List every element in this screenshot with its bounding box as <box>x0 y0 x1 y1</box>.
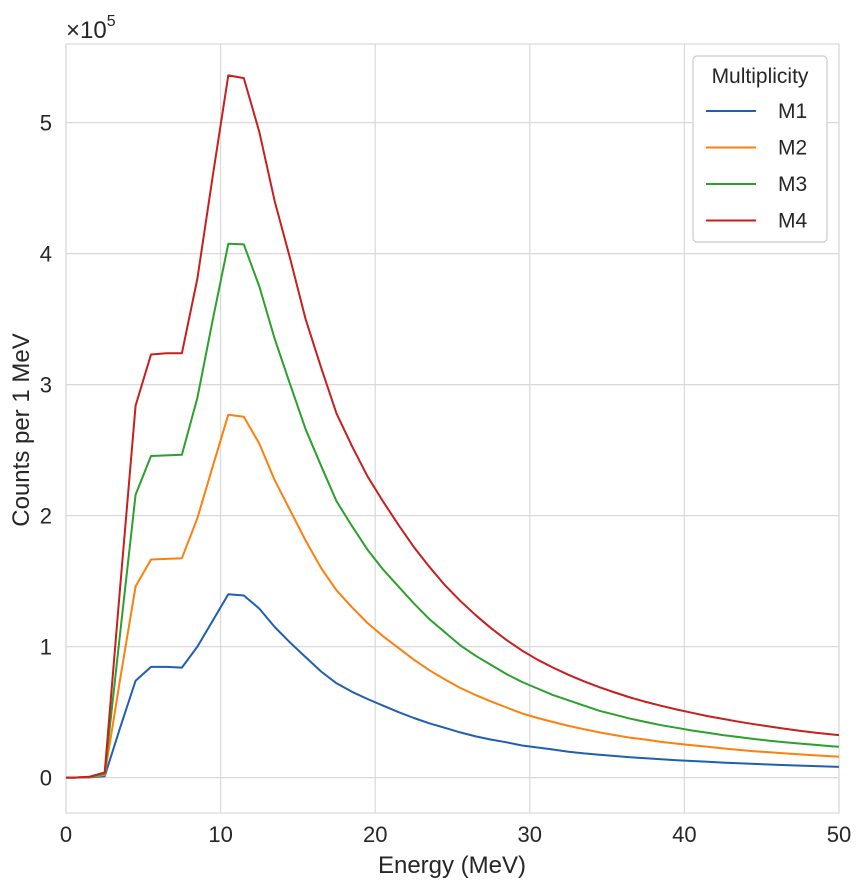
y-offset-text: ×105 <box>66 13 116 44</box>
plot-area-frame <box>65 43 840 814</box>
legend-title: Multiplicity <box>712 65 809 88</box>
legend-label-m4: M4 <box>778 210 807 233</box>
y-tick-label: 1 <box>40 635 52 660</box>
y-axis-label: Counts per 1 MeV <box>8 333 35 526</box>
series-line-m4 <box>66 74 840 779</box>
legend-entries: M1 M2 M3 M4 <box>706 100 807 233</box>
grid <box>65 44 840 813</box>
x-axis-label: Energy (MeV) <box>378 852 526 879</box>
series-line-m1 <box>66 593 840 779</box>
legend-box <box>692 55 828 243</box>
tick-labels: 0 10 20 30 40 50 0 1 2 3 4 5 <box>40 111 851 847</box>
x-tick-label: 40 <box>672 822 696 847</box>
y-offset-base: ×10 <box>66 17 107 44</box>
legend: Multiplicity M1 M2 M3 M4 <box>692 55 828 243</box>
y-tick-label: 2 <box>40 504 52 529</box>
legend-label-m3: M3 <box>778 173 807 196</box>
y-tick-label: 5 <box>40 111 52 136</box>
series-group <box>66 74 840 779</box>
y-offset-exponent: 5 <box>107 13 116 30</box>
legend-label-m1: M1 <box>778 100 807 123</box>
x-tick-label: 0 <box>60 822 72 847</box>
x-tick-label: 30 <box>518 822 542 847</box>
y-tick-label: 3 <box>40 373 52 398</box>
series-line-m3 <box>66 242 840 779</box>
x-tick-label: 50 <box>827 822 851 847</box>
y-tick-label: 4 <box>40 242 52 267</box>
y-tick-label: 0 <box>40 766 52 791</box>
series-line-m2 <box>66 413 840 779</box>
legend-label-m2: M2 <box>778 137 807 160</box>
x-tick-label: 20 <box>363 822 387 847</box>
x-tick-label: 10 <box>208 822 232 847</box>
